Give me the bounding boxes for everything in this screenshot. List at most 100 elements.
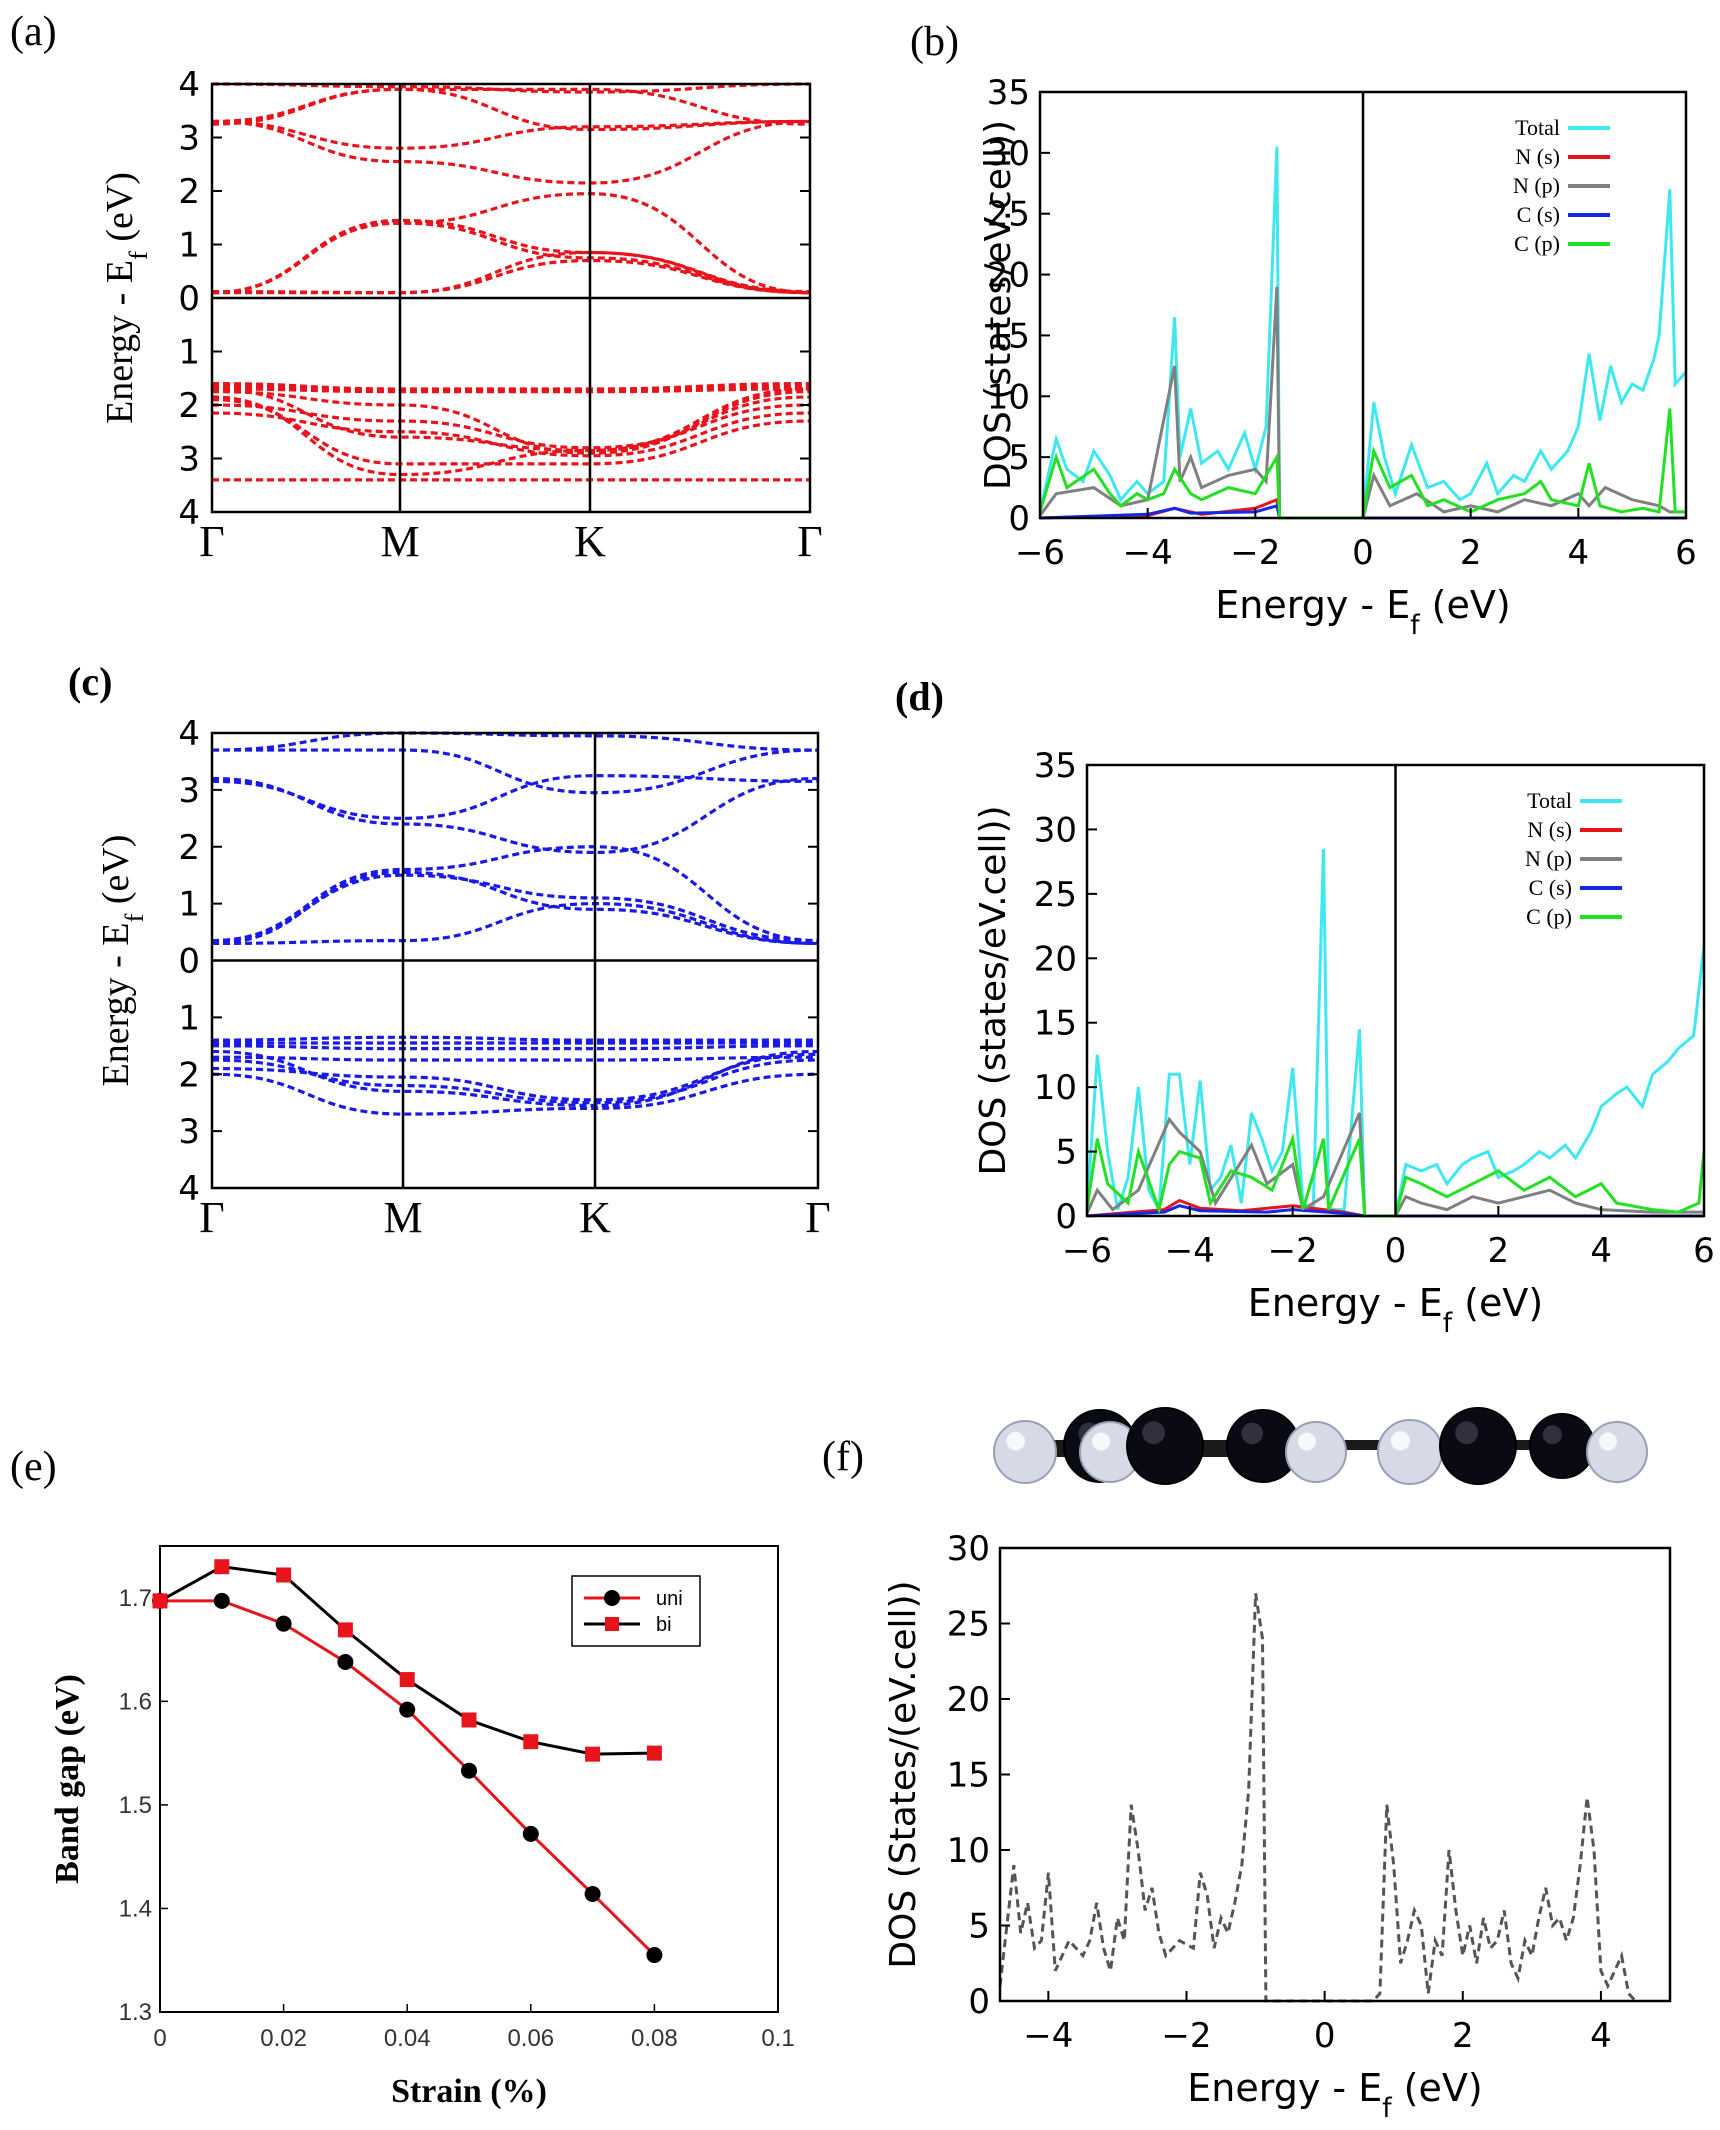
label-main: Energy - E — [1187, 2066, 1382, 2110]
band-line-5 — [211, 774, 819, 820]
data-point-uni — [399, 1701, 416, 1718]
legend-swatch-marker — [605, 1617, 619, 1631]
atom-highlight — [1599, 1432, 1617, 1451]
x-tick-label: 0.06 — [507, 2025, 554, 2052]
band-line-10 — [211, 382, 811, 391]
data-point-bi — [337, 1622, 353, 1638]
y-tick-label: 15 — [987, 316, 1030, 356]
y-tick-label: 20 — [987, 256, 1030, 296]
y-tick-label: 5 — [968, 1907, 990, 1947]
band-line-0 — [211, 902, 819, 946]
atom-highlight — [1542, 1425, 1562, 1445]
band-line-8 — [211, 87, 811, 126]
label-tail: (eV) — [1420, 583, 1511, 627]
y-tick-label: 10 — [987, 377, 1030, 417]
data-point-bi — [585, 1746, 601, 1762]
data-point-bi — [461, 1712, 477, 1728]
band-line-12 — [211, 1055, 819, 1062]
x-tick-label: K — [579, 1193, 611, 1242]
carbon-atom — [1126, 1407, 1204, 1485]
dos-series-total-line — [1085, 848, 1706, 1218]
legend-label: N (p) — [1525, 846, 1572, 871]
x-tick-label: Γ — [797, 517, 822, 566]
legend-label: Total — [1527, 788, 1572, 813]
band-line-11 — [211, 384, 811, 392]
x-tick-label: −2 — [1268, 1231, 1318, 1271]
y-tick-label: 1.3 — [119, 1999, 152, 2026]
x-tick-label: 0 — [1352, 533, 1374, 573]
data-point-bi — [646, 1745, 662, 1761]
x-tick-label: Γ — [199, 1193, 224, 1242]
x-tick-label: 0.04 — [384, 2025, 431, 2052]
x-tick-label: Γ — [805, 1193, 830, 1242]
x-tick-label: −6 — [1062, 1231, 1112, 1271]
band-line-11 — [211, 1049, 819, 1108]
y-tick-label: 1.4 — [119, 1895, 152, 1922]
band-line-19 — [211, 398, 811, 466]
legend-label: C (s) — [1529, 875, 1572, 900]
x-axis-label: Strain (%) — [391, 2073, 547, 2110]
y-tick-label: 4 — [178, 493, 200, 533]
molecule-illustration — [993, 1407, 1648, 1485]
label-tail: (eV) — [1452, 1281, 1543, 1325]
series-uni-line — [160, 1599, 656, 1957]
dos-series-cp-line — [1038, 408, 1686, 520]
y-axis-label: DOS (States/(eV.cell)) — [883, 1580, 924, 1968]
dos-series-np-line — [1038, 286, 1686, 520]
band-line-13 — [211, 1058, 819, 1105]
band-line-10 — [211, 1044, 819, 1051]
label-subscript: f — [123, 251, 153, 260]
label-subscript: f — [1410, 610, 1420, 641]
legend-label: C (p) — [1526, 904, 1572, 929]
data-point-uni — [522, 1825, 539, 1842]
x-tick-label: 0 — [153, 2025, 166, 2052]
band-line-6 — [212, 748, 819, 795]
y-axis-label: Energy - Ef (eV) — [99, 172, 153, 424]
dos-series-cp-line — [1085, 1132, 1706, 1218]
y-tick-label: 30 — [947, 1529, 990, 1569]
data-point-bi — [152, 1593, 168, 1609]
label-main: Energy - E — [95, 923, 137, 1087]
x-tick-label: −2 — [1161, 2016, 1211, 2056]
legend-box — [571, 1575, 701, 1647]
panel-label-c: (c) — [68, 659, 112, 704]
y-tick-label: 0 — [178, 279, 200, 319]
label-tail: (eV) — [1392, 2066, 1483, 2110]
x-tick-label: Γ — [199, 517, 224, 566]
y-tick-label: 3 — [178, 440, 200, 480]
label-tail: (eV) — [99, 172, 141, 251]
band-line-3 — [211, 258, 811, 295]
y-tick-label: 1.6 — [119, 1688, 152, 1715]
dos-series-np-line — [1085, 1112, 1704, 1218]
y-tick-label: 15 — [1034, 1004, 1077, 1044]
y-tick-label: 35 — [987, 73, 1030, 113]
y-tick-label: 0 — [1008, 499, 1030, 539]
y-tick-label: 2 — [178, 1055, 200, 1095]
y-tick-label: 25 — [987, 195, 1030, 235]
y-tick-label: 35 — [1034, 746, 1077, 786]
atom-highlight — [1298, 1432, 1316, 1451]
band-line-14 — [211, 1072, 819, 1116]
label-subscript: f — [1443, 1308, 1453, 1339]
y-tick-label: 3 — [178, 119, 200, 159]
y-tick-label: 3 — [178, 1112, 200, 1152]
y-tick-label: 20 — [1034, 939, 1077, 979]
legend-label: N (s) — [1527, 817, 1572, 842]
y-tick-label: 1 — [178, 226, 200, 266]
data-point-uni — [337, 1653, 354, 1670]
x-tick-label: M — [383, 1193, 422, 1242]
label-main: Energy - E — [1215, 583, 1410, 627]
x-tick-label: K — [574, 517, 606, 566]
y-tick-label: 1 — [178, 998, 200, 1038]
x-axis-label: Energy - Ef (eV) — [1248, 1281, 1543, 1339]
x-tick-label: 4 — [1590, 1231, 1612, 1271]
plot-frame — [159, 1545, 779, 2013]
band-line-1 — [211, 221, 811, 295]
x-tick-label: M — [380, 517, 419, 566]
band-line-3 — [211, 845, 819, 943]
band-line-17 — [211, 395, 811, 477]
y-tick-label: 25 — [1034, 875, 1077, 915]
dos-chart-b: 0 5 10 15 20 25 30 35 −6 −4 −2 0 2 4 6 Energy - Ef (eV)… — [978, 73, 1697, 641]
legend-swatch-marker — [604, 1590, 620, 1606]
